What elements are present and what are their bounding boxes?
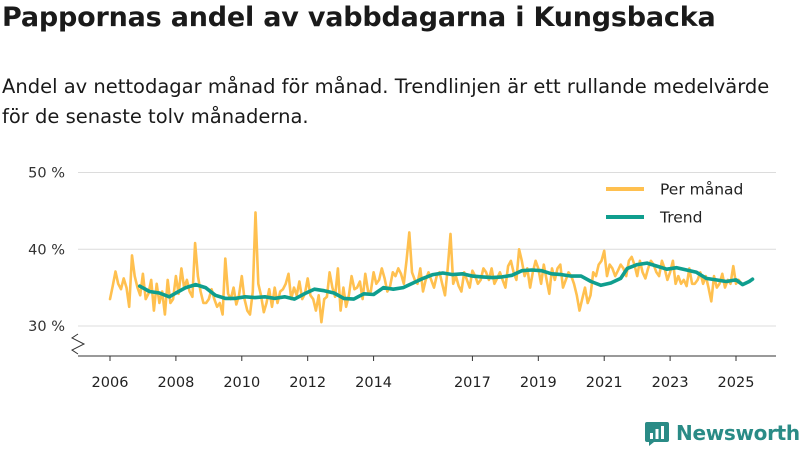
newsworthy-logo: Newsworthy [644,419,800,447]
y-tick-label-40: 40 % [28,242,65,258]
y-axis-ticks: 30 % 40 % 50 % [28,166,65,336]
newsworthy-logo-icon [645,422,669,446]
x-tick-label-2012: 2012 [289,375,326,391]
x-tick-label-2014: 2014 [355,375,392,391]
x-tick-label-2017: 2017 [454,375,491,391]
axis-break-marker [71,333,86,355]
x-tick-label-2010: 2010 [223,375,260,391]
legend-label-0: Per månad [660,181,743,199]
series-line-trend [137,261,755,301]
x-axis [71,333,776,357]
x-tick-label-2006: 2006 [92,375,129,391]
chart-title: Pappornas andel av vabbdagarna i Kungsba… [2,2,716,33]
chart-subtitle: Andel av nettodagar månad för månad. Tre… [2,75,770,128]
x-axis-ticks: 2006 2008 2010 2012 2014 2017 2019 2021 2023 2025 [92,356,755,391]
legend: Per månad Trend [606,181,743,227]
x-tick-label-2021: 2021 [586,375,623,391]
x-tick-label-2023: 2023 [652,375,689,391]
x-tick-label-2025: 2025 [718,375,755,391]
series-group [108,211,755,324]
x-tick-label-2019: 2019 [520,375,557,391]
legend-label-1: Trend [659,209,702,227]
y-tick-label-30: 30 % [28,319,65,335]
newsworthy-logo-text: Newsworthy [676,421,800,445]
y-tick-label-50: 50 % [28,166,65,182]
x-tick-label-2008: 2008 [157,375,194,391]
series-line-per-manad [108,211,743,324]
